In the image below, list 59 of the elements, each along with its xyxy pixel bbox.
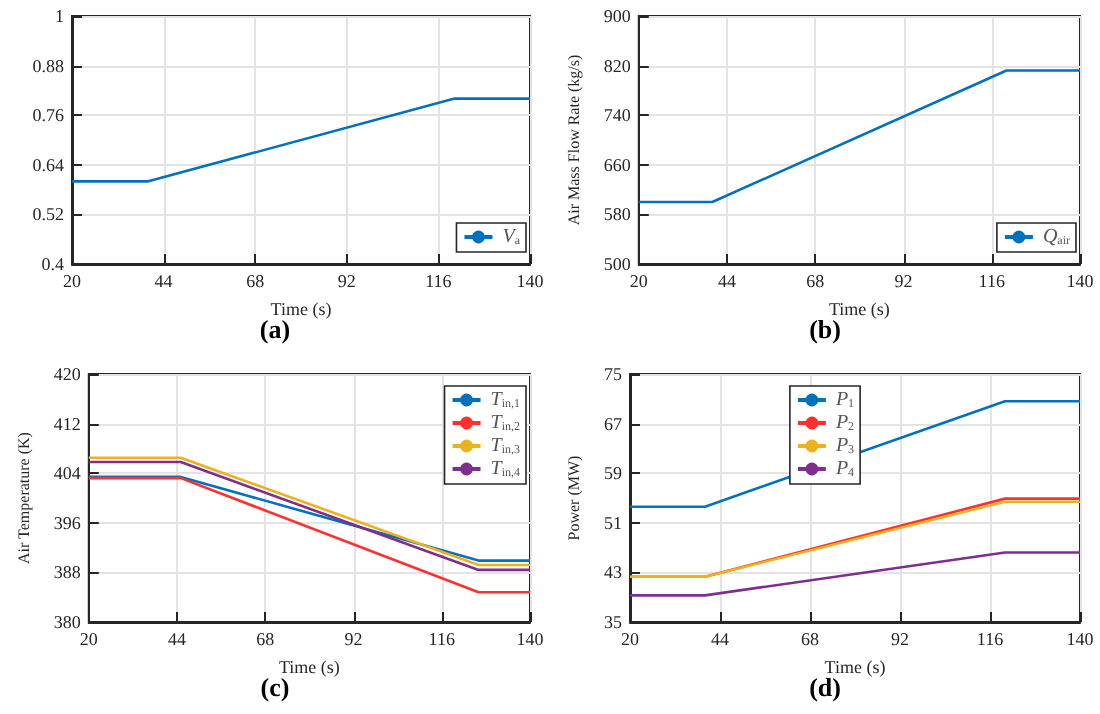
x-tick-label: 20 — [621, 629, 640, 649]
x-tick-label: 116 — [978, 271, 1006, 291]
y-tick-label: 660 — [603, 154, 632, 175]
x-tick-label: 140 — [516, 271, 545, 291]
y-tick-label: 0.64 — [32, 154, 65, 175]
y-tick-label: 740 — [603, 105, 632, 126]
text: (c) — [260, 672, 290, 702]
y-axis-title: Air Temperature (K) — [15, 431, 33, 564]
x-tick-label: 44 — [718, 271, 738, 291]
y-tick-label: 75 — [604, 364, 623, 384]
x-tick-label: 140 — [1066, 271, 1095, 291]
y-tick-label: 412 — [53, 413, 81, 434]
y-tick-label: 67 — [604, 413, 623, 434]
y-tick-label: 420 — [53, 364, 82, 384]
x-tick-label: 116 — [976, 629, 1005, 649]
text: (b) — [809, 314, 841, 344]
y-axis-title: Air Mass Flow Rate (kg/s) — [565, 54, 583, 226]
y-tick-label: 1 — [55, 6, 64, 26]
x-tick-label: 68 — [246, 271, 266, 291]
x-tick-label: 92 — [891, 629, 909, 649]
x-axis-title: Time (s) — [828, 298, 890, 319]
y-tick-label: 0.4 — [41, 254, 65, 274]
y-tick-label: 900 — [603, 6, 632, 26]
y-tick-label: 0.52 — [32, 204, 64, 225]
x-axis-title: Time (s) — [824, 656, 886, 677]
x-tick-label: 92 — [344, 629, 363, 649]
x-axis-title: Time (s) — [270, 298, 332, 319]
x-tick-label: 20 — [63, 271, 82, 291]
y-tick-label: 500 — [603, 254, 632, 274]
y-tick-label: 380 — [53, 612, 82, 632]
x-axis-title: Time (s) — [278, 656, 340, 677]
x-tick-label: 44 — [711, 629, 730, 649]
x-tick-label: 116 — [428, 629, 456, 649]
y-tick-label: 0.88 — [32, 55, 65, 76]
y-tick-label: 35 — [604, 612, 623, 632]
x-tick-label: 116 — [425, 271, 453, 291]
x-tick-label: 68 — [801, 629, 820, 649]
x-tick-label: 20 — [79, 629, 99, 649]
x-tick-label: 140 — [516, 629, 545, 649]
y-tick-label: 820 — [603, 55, 632, 76]
x-tick-label: 20 — [629, 271, 649, 291]
y-tick-label: 0.76 — [32, 105, 65, 126]
y-axis-title: Power (MW) — [565, 454, 583, 541]
y-tick-label: 388 — [53, 562, 82, 583]
text: (d) — [809, 672, 841, 702]
y-tick-label: 396 — [53, 512, 82, 533]
y-tick-label: 51 — [604, 512, 622, 533]
y-tick-label: 404 — [53, 463, 82, 484]
y-tick-label: 580 — [603, 204, 632, 225]
x-tick-label: 92 — [337, 271, 356, 291]
x-tick-label: 44 — [168, 629, 188, 649]
x-tick-label: 92 — [894, 271, 913, 291]
x-tick-label: 140 — [1066, 629, 1095, 649]
x-tick-label: 44 — [154, 271, 174, 291]
text: (a) — [259, 314, 291, 344]
y-tick-label: 59 — [604, 463, 623, 484]
x-tick-label: 68 — [256, 629, 276, 649]
x-tick-label: 68 — [806, 271, 826, 291]
y-tick-label: 43 — [604, 562, 623, 583]
